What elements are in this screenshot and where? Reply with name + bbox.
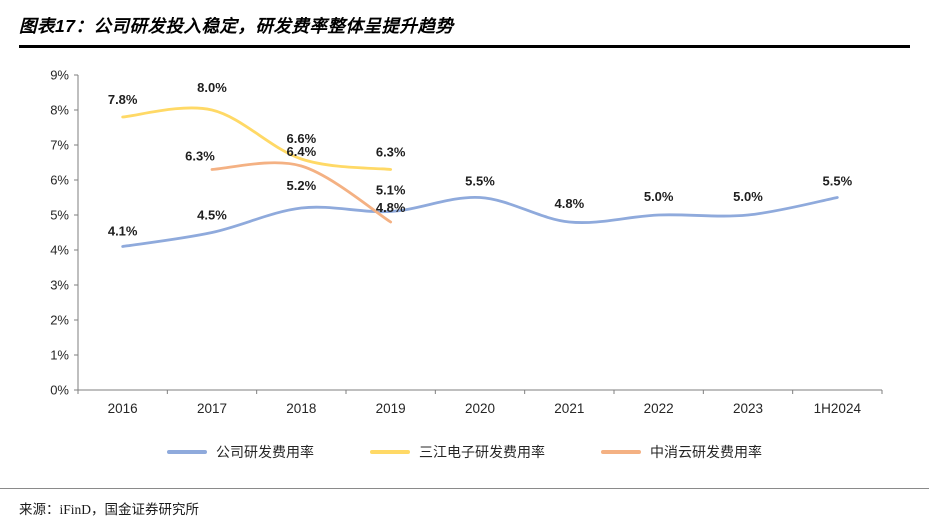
series-line-1 [121,106,393,171]
x-axis-label: 2023 [733,401,763,416]
legend-item-0: 公司研发费用率 [167,442,314,462]
x-axis-label: 2017 [197,401,227,416]
x-axis-label: 2021 [554,401,584,416]
data-label: 5.0% [733,189,763,204]
legend-line-swatch [601,450,641,454]
legend-label: 公司研发费用率 [216,444,314,460]
y-axis-label: 8% [50,103,69,118]
y-axis-label: 7% [50,138,69,153]
figure-header: 图表17：公司研发投入稳定，研发费率整体呈提升趋势 [19,0,910,48]
x-axis-label: 1H2024 [814,401,862,416]
y-axis-label: 9% [50,68,69,83]
y-axis-label: 5% [50,208,69,223]
series-line-2 [210,161,393,224]
legend-item-2: 中消云研发费用率 [601,442,762,462]
data-label: 6.3% [376,145,406,160]
data-label: 8.0% [197,80,227,95]
legend-item-1: 三江电子研发费用率 [370,442,545,462]
x-axis-label: 2018 [286,401,316,416]
y-axis-label: 2% [50,313,69,328]
data-label: 7.8% [108,92,138,107]
y-axis-label: 6% [50,173,69,188]
data-label: 5.5% [823,174,853,189]
data-label: 4.5% [197,208,227,223]
y-axis-label: 1% [50,348,69,363]
data-label: 6.4% [287,144,317,159]
legend-line-swatch [370,450,410,454]
data-label: 5.0% [644,189,674,204]
data-label: 4.8% [376,200,406,215]
x-axis-label: 2020 [465,401,495,416]
y-axis-label: 4% [50,243,69,258]
y-axis-label: 3% [50,278,69,293]
data-label: 4.8% [555,196,585,211]
source-text: 来源：iFinD，国金证券研究所 [19,502,200,517]
x-axis-label: 2019 [376,401,406,416]
data-label: 5.1% [376,183,406,198]
x-axis-label: 2016 [108,401,138,416]
legend-label: 三江电子研发费用率 [419,444,545,460]
series-line-0 [121,196,839,248]
legend-label: 中消云研发费用率 [650,444,762,460]
data-label: 5.2% [287,178,317,193]
source-note: 来源：iFinD，国金证券研究所 [0,488,929,518]
legend-line-swatch [167,450,207,454]
data-label: 5.5% [465,174,495,189]
data-label: 4.1% [108,224,138,239]
x-axis-label: 2022 [644,401,674,416]
figure-title: 图表17：公司研发投入稳定，研发费率整体呈提升趋势 [19,16,454,36]
y-axis-label: 0% [50,383,69,398]
chart-legend: 公司研发费用率 三江电子研发费用率 中消云研发费用率 [0,442,929,462]
data-label: 6.6% [287,131,317,146]
line-chart-canvas: 0% 1% 2% 3% 4% 5% 6% 7% 8% 9% 2016 2017 2018 2019 2020… [50,68,883,416]
data-label: 6.3% [185,149,215,164]
